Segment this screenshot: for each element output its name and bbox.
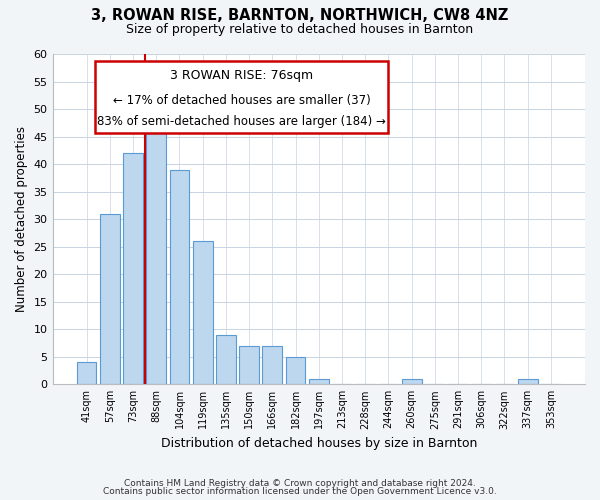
Bar xyxy=(123,153,143,384)
Bar xyxy=(518,379,538,384)
Bar xyxy=(77,362,97,384)
Bar xyxy=(262,346,282,385)
Bar xyxy=(170,170,190,384)
Bar xyxy=(193,241,212,384)
Bar xyxy=(216,335,236,384)
Bar xyxy=(239,346,259,385)
Text: 3, ROWAN RISE, BARNTON, NORTHWICH, CW8 4NZ: 3, ROWAN RISE, BARNTON, NORTHWICH, CW8 4… xyxy=(91,8,509,22)
Text: Contains HM Land Registry data © Crown copyright and database right 2024.: Contains HM Land Registry data © Crown c… xyxy=(124,478,476,488)
Text: Contains public sector information licensed under the Open Government Licence v3: Contains public sector information licen… xyxy=(103,487,497,496)
Bar xyxy=(100,214,119,384)
X-axis label: Distribution of detached houses by size in Barnton: Distribution of detached houses by size … xyxy=(161,437,477,450)
Bar xyxy=(286,357,305,384)
Text: Size of property relative to detached houses in Barnton: Size of property relative to detached ho… xyxy=(127,22,473,36)
Bar xyxy=(146,109,166,384)
Bar xyxy=(402,379,422,384)
Text: ← 17% of detached houses are smaller (37): ← 17% of detached houses are smaller (37… xyxy=(113,94,370,106)
Bar xyxy=(309,379,329,384)
Text: 3 ROWAN RISE: 76sqm: 3 ROWAN RISE: 76sqm xyxy=(170,69,313,82)
FancyBboxPatch shape xyxy=(95,60,388,134)
Y-axis label: Number of detached properties: Number of detached properties xyxy=(15,126,28,312)
Text: 83% of semi-detached houses are larger (184) →: 83% of semi-detached houses are larger (… xyxy=(97,115,386,128)
